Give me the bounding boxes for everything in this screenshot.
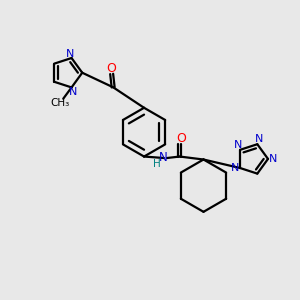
Text: O: O (107, 62, 117, 75)
Text: N: N (158, 151, 167, 164)
Text: N: N (255, 134, 263, 144)
Text: O: O (176, 132, 186, 145)
Text: H: H (153, 159, 161, 169)
Text: N: N (66, 49, 74, 58)
Text: CH₃: CH₃ (50, 98, 69, 109)
Text: N: N (234, 140, 243, 150)
Text: N: N (231, 163, 239, 173)
Text: N: N (69, 87, 77, 97)
Text: N: N (269, 154, 278, 164)
